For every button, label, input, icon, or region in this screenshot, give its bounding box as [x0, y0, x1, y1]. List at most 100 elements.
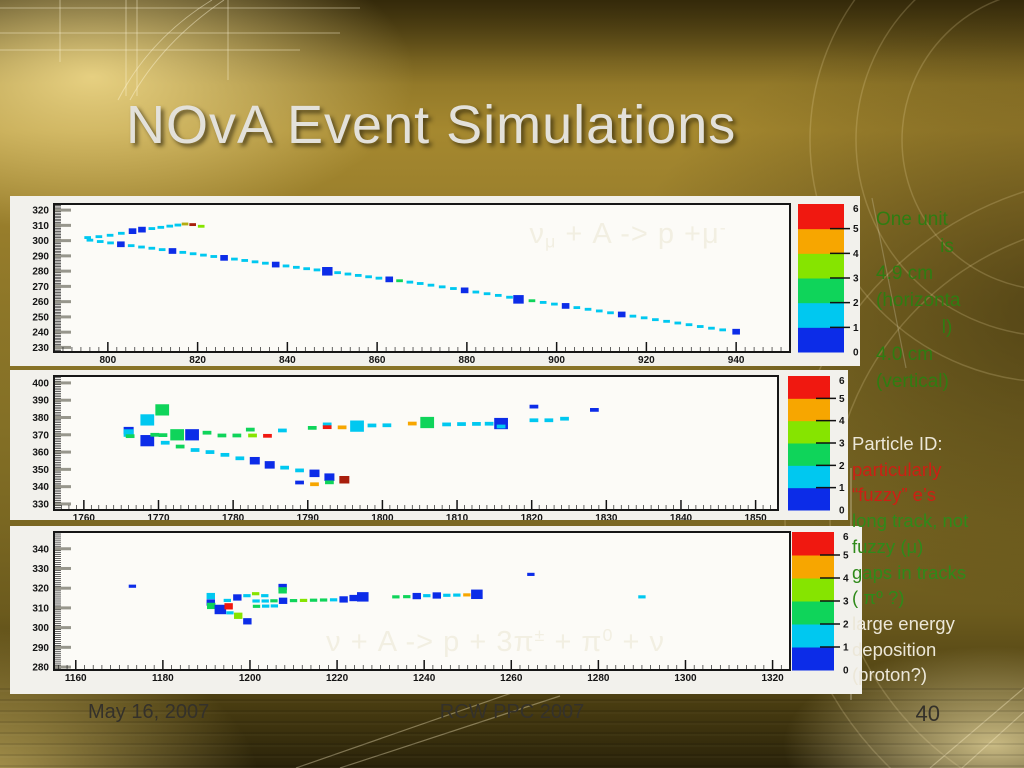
unit-note-line: (horizonta — [876, 290, 961, 311]
hit-cell — [189, 223, 196, 227]
hit-cell — [289, 599, 298, 603]
hit-cell — [251, 592, 260, 596]
x-tick-label: 1790 — [297, 513, 320, 520]
event-display-chart-middle: 330 340 350 360 370 380 390 400 1760 1770 1780 1790… — [10, 370, 848, 524]
hit-cell — [313, 268, 321, 272]
hit-cell — [453, 593, 461, 597]
event-hits — [123, 404, 599, 487]
bottom-texture — [0, 688, 1024, 768]
colorbar-segment — [792, 624, 834, 648]
x-tick-label: 920 — [638, 355, 655, 366]
hit-cell — [443, 593, 451, 597]
hit-cell — [220, 452, 230, 457]
colorbar-segment — [798, 204, 844, 230]
reaction-overlay-part: ν + A -> p + 3π — [326, 626, 535, 659]
footer-event-name: RCW PPC 2007 — [439, 701, 585, 723]
x-tick-label: 1200 — [239, 673, 262, 684]
hit-cell — [197, 224, 205, 228]
hit-cell — [349, 594, 358, 602]
hit-cell — [322, 425, 332, 430]
hit-cell — [472, 290, 480, 294]
hit-cell — [158, 248, 166, 252]
hit-cell — [334, 271, 341, 275]
unit-note-line: is — [940, 236, 954, 257]
hit-cell — [295, 480, 304, 485]
hit-cell — [235, 456, 245, 461]
hit-cell — [280, 465, 290, 470]
colorbar-segment — [792, 578, 834, 602]
hit-cell — [125, 434, 135, 439]
colorbar-label: 1 — [839, 483, 845, 494]
y-tick-label: 320 — [32, 206, 49, 217]
x-tick-label: 1760 — [73, 513, 96, 520]
colorbar-label: 4 — [853, 249, 859, 260]
hit-cell — [261, 599, 269, 603]
hit-cell — [270, 604, 279, 608]
hit-cell — [674, 321, 682, 325]
hit-cell — [293, 265, 300, 269]
y-tick-label: 280 — [32, 663, 49, 674]
colorbar-label: 0 — [853, 348, 859, 359]
colorbar-segment — [798, 302, 844, 328]
footer-date: May 16, 2007 — [88, 701, 210, 723]
x-tick-label: 1220 — [326, 673, 349, 684]
axes: 280 290 300 310 320 330 340 1160 1180 1200 1220 124… — [32, 532, 791, 684]
particle-id-note: Particle ID: particularly “fuzzy” e’s long … — [852, 431, 1022, 688]
x-tick-label: 1180 — [152, 673, 174, 684]
hit-cell — [310, 482, 319, 487]
colorbar-label: 6 — [839, 376, 845, 387]
hit-cell — [261, 594, 269, 598]
y-tick-label: 400 — [32, 378, 49, 389]
plot-frame — [53, 531, 791, 671]
hit-cell — [595, 309, 603, 313]
hit-cell — [252, 599, 260, 603]
y-tick-label: 340 — [32, 482, 49, 493]
colorbar-segment — [792, 601, 834, 625]
hit-cell — [350, 420, 364, 432]
y-tick-label: 280 — [32, 267, 49, 278]
hit-cell — [309, 598, 318, 602]
hit-cell — [551, 302, 558, 306]
particle-id-line: long track, not — [852, 510, 969, 532]
hit-cell — [232, 433, 242, 438]
hit-cell — [329, 598, 338, 602]
y-tick-label: 340 — [32, 544, 49, 555]
x-tick-label: 900 — [548, 355, 565, 366]
colorbar: 0 1 2 3 4 5 6 — [798, 204, 859, 359]
y-tick-label: 290 — [32, 643, 49, 654]
hit-cell — [226, 611, 234, 615]
hit-cell — [573, 306, 581, 310]
hit-cell — [158, 433, 168, 438]
hit-cell — [241, 259, 249, 262]
hit-cell — [307, 425, 317, 430]
x-tick-label: 880 — [459, 355, 476, 366]
reaction-overlay: νμ + A -> p +μ- — [529, 217, 726, 252]
y-tick-label: 260 — [32, 297, 49, 308]
y-tick-label: 330 — [32, 499, 49, 510]
hit-cell — [325, 480, 334, 485]
unit-note-line: 4.0 cm — [876, 344, 934, 365]
colorbar-segment — [798, 228, 844, 254]
hit-cell — [472, 422, 481, 426]
colorbar-label: 1 — [853, 323, 859, 334]
colorbar-label: 3 — [843, 597, 849, 608]
x-tick-label: 1770 — [147, 513, 170, 520]
plot-frame — [53, 375, 779, 511]
colorbar-segment — [798, 327, 844, 353]
x-tick-label: 820 — [189, 355, 206, 366]
reaction-overlay-part: + A -> p +μ — [556, 218, 720, 251]
hit-cell — [96, 240, 104, 243]
y-tick-label: 380 — [32, 413, 49, 424]
hit-cell — [442, 422, 451, 427]
hit-cell — [685, 323, 693, 327]
hit-cell — [406, 280, 414, 284]
colorbar-label: 4 — [839, 416, 845, 427]
hit-cell — [339, 475, 350, 484]
hit-cell — [249, 456, 260, 465]
hit-cell — [590, 408, 599, 412]
event-display-panel-middle: 330 340 350 360 370 380 390 400 1760 1770 1780 1790… — [10, 370, 848, 524]
hit-cell — [483, 292, 491, 296]
hit-cell — [206, 592, 215, 600]
